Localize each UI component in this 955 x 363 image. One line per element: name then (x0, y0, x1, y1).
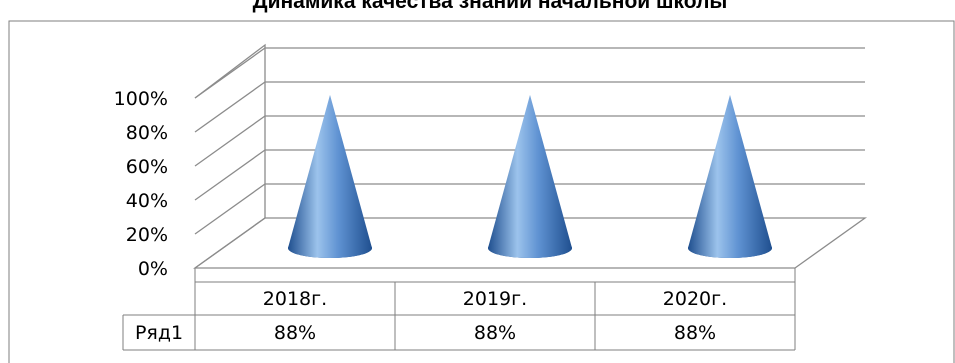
gridline (194, 183, 865, 235)
data-label: 88% (474, 322, 516, 344)
cones (288, 94, 772, 258)
left-wall (194, 43, 266, 269)
gridline (194, 47, 865, 99)
data-table: 2018г. 2019г. 2020г. Ряд1 88% 88% 88% (122, 268, 796, 351)
gridline (194, 115, 865, 167)
y-tick-label: 0% (138, 258, 168, 280)
y-axis-ticks: 0% 20% 40% 60% 80% 100% (114, 88, 168, 280)
y-tick-label: 80% (126, 122, 168, 144)
cone-bar (488, 94, 572, 258)
gridline (194, 149, 865, 201)
category-label: 2018г. (263, 288, 327, 310)
cone-bar (688, 94, 772, 258)
data-label: 88% (674, 322, 716, 344)
chart-walls (192, 43, 868, 269)
y-tick-label: 100% (114, 88, 168, 110)
chart-border (8, 20, 955, 363)
series-name: Ряд1 (135, 322, 183, 344)
category-label: 2019г. (463, 288, 527, 310)
chart-title: Динамика качества знаний начальной школы (253, 0, 728, 13)
floor (192, 217, 868, 269)
gridlines (194, 47, 865, 235)
gridline (194, 81, 865, 133)
y-tick-label: 20% (126, 224, 168, 246)
data-label: 88% (274, 322, 316, 344)
y-tick-label: 40% (126, 190, 168, 212)
category-label: 2020г. (663, 288, 727, 310)
y-tick-label: 60% (126, 156, 168, 178)
cone-bar (288, 94, 372, 258)
